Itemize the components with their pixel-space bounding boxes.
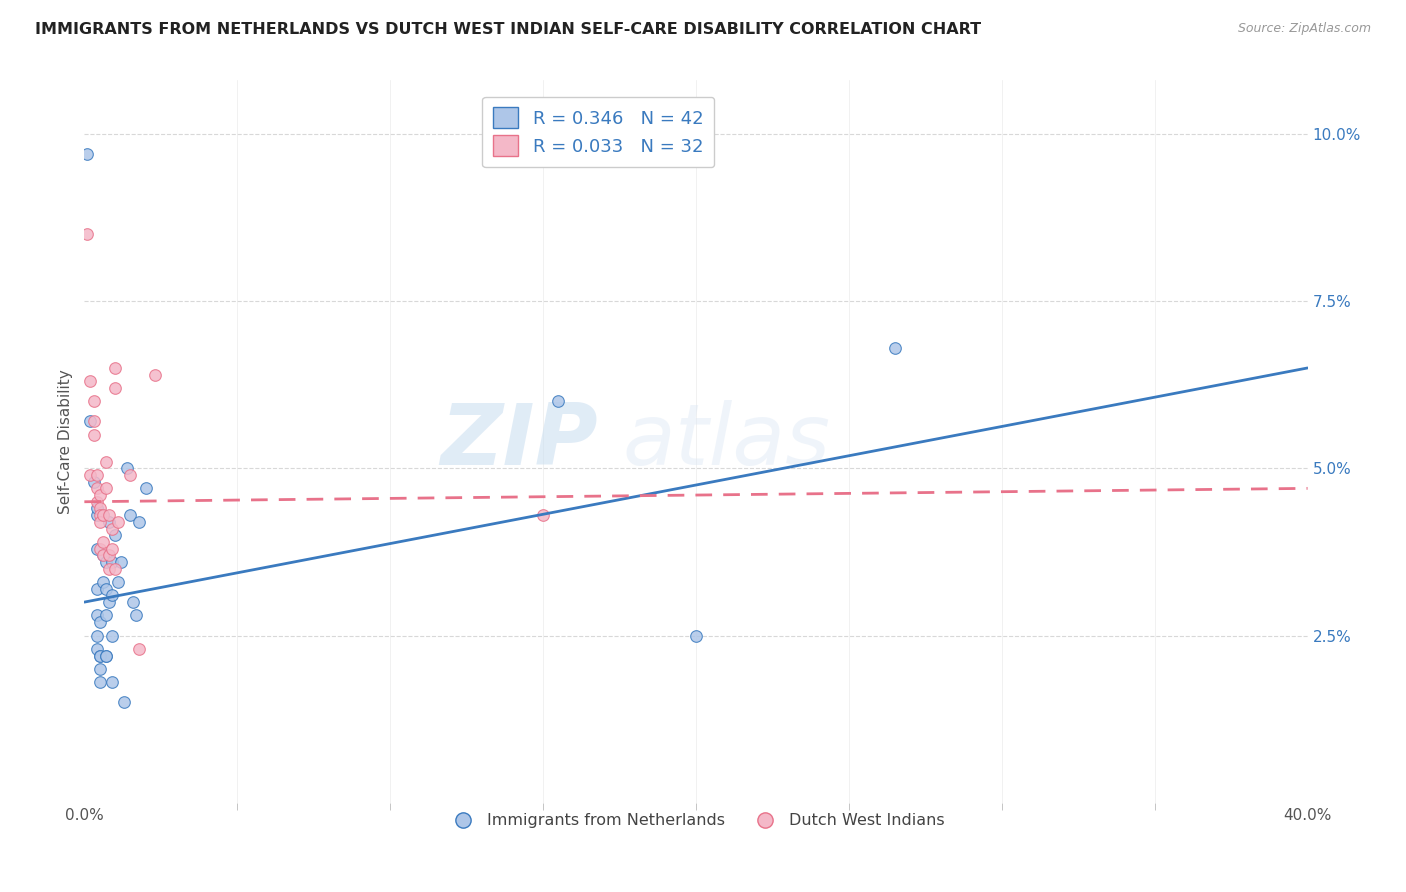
Legend: Immigrants from Netherlands, Dutch West Indians: Immigrants from Netherlands, Dutch West … [441, 806, 950, 835]
Point [83, 427, 105, 442]
Point [89, 662, 111, 676]
Point [89, 675, 111, 690]
Point [97, 595, 120, 609]
Point [143, 368, 166, 382]
Point [547, 394, 569, 409]
Text: Source: ZipAtlas.com: Source: ZipAtlas.com [1237, 22, 1371, 36]
Point [89, 515, 111, 529]
Point [86, 628, 108, 642]
Point [101, 541, 124, 556]
Point [94, 481, 117, 495]
Point [94, 555, 117, 569]
Point [91, 574, 114, 589]
Point [86, 642, 108, 657]
Point [120, 508, 142, 523]
Point [94, 582, 117, 596]
Point [94, 608, 117, 623]
Point [122, 595, 145, 609]
Point [89, 541, 111, 556]
Point [107, 574, 129, 589]
Point [79, 414, 101, 428]
Point [86, 541, 108, 556]
Text: ZIP: ZIP [440, 400, 598, 483]
Point [79, 467, 101, 482]
Point [97, 562, 120, 576]
Point [91, 548, 114, 563]
Point [128, 515, 150, 529]
Point [86, 481, 108, 495]
Point [89, 501, 111, 516]
Point [89, 508, 111, 523]
Point [110, 555, 132, 569]
Point [76, 227, 98, 241]
Point [107, 515, 129, 529]
Point [89, 648, 111, 663]
Point [86, 501, 108, 516]
Point [104, 562, 127, 576]
Point [104, 360, 127, 375]
Text: IMMIGRANTS FROM NETHERLANDS VS DUTCH WEST INDIAN SELF-CARE DISABILITY CORRELATIO: IMMIGRANTS FROM NETHERLANDS VS DUTCH WES… [35, 22, 981, 37]
Point [79, 374, 101, 388]
Point [86, 467, 108, 482]
Point [112, 696, 135, 710]
Point [94, 648, 117, 663]
Point [128, 642, 150, 657]
Point [94, 455, 117, 469]
Point [531, 508, 554, 523]
Point [91, 548, 114, 563]
Point [86, 582, 108, 596]
Point [83, 475, 105, 489]
Point [89, 648, 111, 663]
Point [135, 481, 157, 495]
Point [120, 467, 142, 482]
Point [83, 394, 105, 409]
Point [89, 488, 111, 502]
Point [86, 508, 108, 523]
Point [101, 555, 124, 569]
Point [883, 341, 905, 355]
Y-axis label: Self-Care Disability: Self-Care Disability [58, 369, 73, 514]
Point [97, 508, 120, 523]
Point [101, 675, 124, 690]
Point [83, 414, 105, 428]
Point [94, 648, 117, 663]
Point [86, 608, 108, 623]
Point [101, 589, 124, 603]
Point [91, 534, 114, 549]
Text: atlas: atlas [623, 400, 831, 483]
Point [91, 508, 114, 523]
Point [91, 508, 114, 523]
Point [97, 515, 120, 529]
Point [86, 494, 108, 508]
Point [104, 381, 127, 395]
Point [101, 628, 124, 642]
Point [125, 608, 148, 623]
Point [97, 548, 120, 563]
Point [89, 615, 111, 630]
Point [101, 521, 124, 535]
Point [115, 461, 138, 475]
Point [104, 528, 127, 542]
Point [76, 146, 98, 161]
Point [685, 628, 707, 642]
